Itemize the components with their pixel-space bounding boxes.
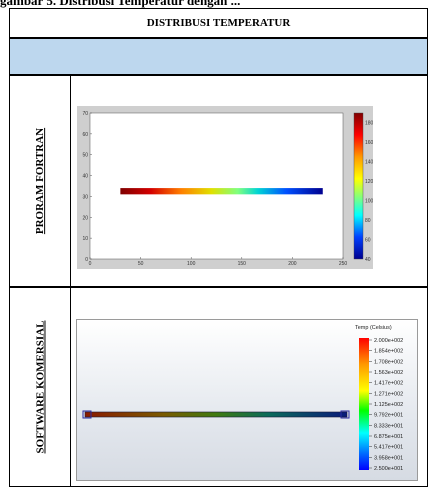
legend-colorbar <box>359 338 369 470</box>
row-label-software: SOFTWARE KOMERSIAL <box>34 320 47 454</box>
rod-right-end <box>340 410 350 419</box>
figure-caption: gambar 5. Distribusi Temperatur dengan .… <box>0 0 241 8</box>
row-label-cell: PRORAM FORTRAN <box>10 76 70 286</box>
temperature-bar <box>120 188 323 195</box>
row-label-cell: SOFTWARE KOMERSIAL <box>10 288 70 486</box>
row-label-fortran: PRORAM FORTRAN <box>34 127 46 235</box>
colorbar-tick-label: 100 <box>365 199 373 205</box>
colorbar-tick-label: 80 <box>365 218 371 224</box>
y-tick-label: 70 <box>82 111 88 117</box>
colorbar-tick-label: 40 <box>365 257 371 263</box>
colorbar-tick-label: 60 <box>365 238 371 244</box>
legend-value-label: 1.854e+002 <box>374 349 403 355</box>
x-tick-label: 0 <box>89 261 92 267</box>
x-tick-label: 150 <box>238 261 247 267</box>
legend-title: Temp (Celsius) <box>355 325 392 331</box>
y-tick-label: 50 <box>82 153 88 159</box>
y-tick-label: 40 <box>82 174 88 180</box>
legend-value-label: 2.000e+002 <box>374 338 403 344</box>
colorbar-tick-label: 180 <box>365 121 373 127</box>
plot-area <box>89 112 344 260</box>
y-tick-label: 20 <box>82 215 88 221</box>
fortran-temperature-plot: 0 50 100 150 200 250 0 10 20 30 40 50 60 70 40 60 80 10… <box>82 111 373 267</box>
legend-value-label: 3.958e+001 <box>374 455 403 461</box>
colorbar-tick-label: 140 <box>365 160 373 166</box>
legend-value-label: 1.563e+002 <box>374 370 403 376</box>
x-tick-label: 50 <box>138 261 144 267</box>
legend-value-label: 1.417e+002 <box>374 381 403 387</box>
legend-value-label: 1.708e+002 <box>374 359 403 365</box>
y-tick-label: 60 <box>82 132 88 138</box>
table-title: DISTRIBUSI TEMPERATUR <box>9 8 428 38</box>
legend-value-label: 9.792e+001 <box>374 413 403 419</box>
colorbar-tick-label: 120 <box>365 179 373 185</box>
y-tick-label: 30 <box>82 194 88 200</box>
x-tick-label: 250 <box>339 261 348 267</box>
rod <box>84 411 348 418</box>
fortran-plot-panel: 0 50 100 150 200 250 0 10 20 30 40 50 60 70 40 60 80 10… <box>77 106 373 269</box>
colorbar <box>353 112 364 260</box>
x-tick-label: 200 <box>288 261 297 267</box>
colorbar-tick-label: 160 <box>365 140 373 146</box>
legend-value-label: 1.125e+002 <box>374 402 403 408</box>
table-header-band <box>9 38 428 75</box>
legend-value-label: 8.333e+001 <box>374 423 403 429</box>
x-tick-label: 100 <box>187 261 196 267</box>
rod-left-end <box>82 410 92 419</box>
table-row-fortran: PRORAM FORTRAN <box>9 75 428 287</box>
software-plot-panel: Temp (Celsius) 2.000e+002 1.854e+002 1.708… <box>76 319 418 481</box>
column-divider <box>70 76 71 286</box>
legend-value-label: 2.500e+001 <box>374 466 403 472</box>
table-row-software: SOFTWARE KOMERSIAL <box>9 287 428 487</box>
legend-value-label: 6.875e+001 <box>374 434 403 440</box>
legend-value-label: 5.417e+001 <box>374 445 403 451</box>
y-tick-label: 10 <box>82 236 88 242</box>
software-temperature-plot: Temp (Celsius) 2.000e+002 1.854e+002 1.708… <box>77 320 417 480</box>
legend-value-label: 1.271e+002 <box>374 391 403 397</box>
column-divider <box>70 288 71 486</box>
y-tick-label: 0 <box>85 257 88 263</box>
